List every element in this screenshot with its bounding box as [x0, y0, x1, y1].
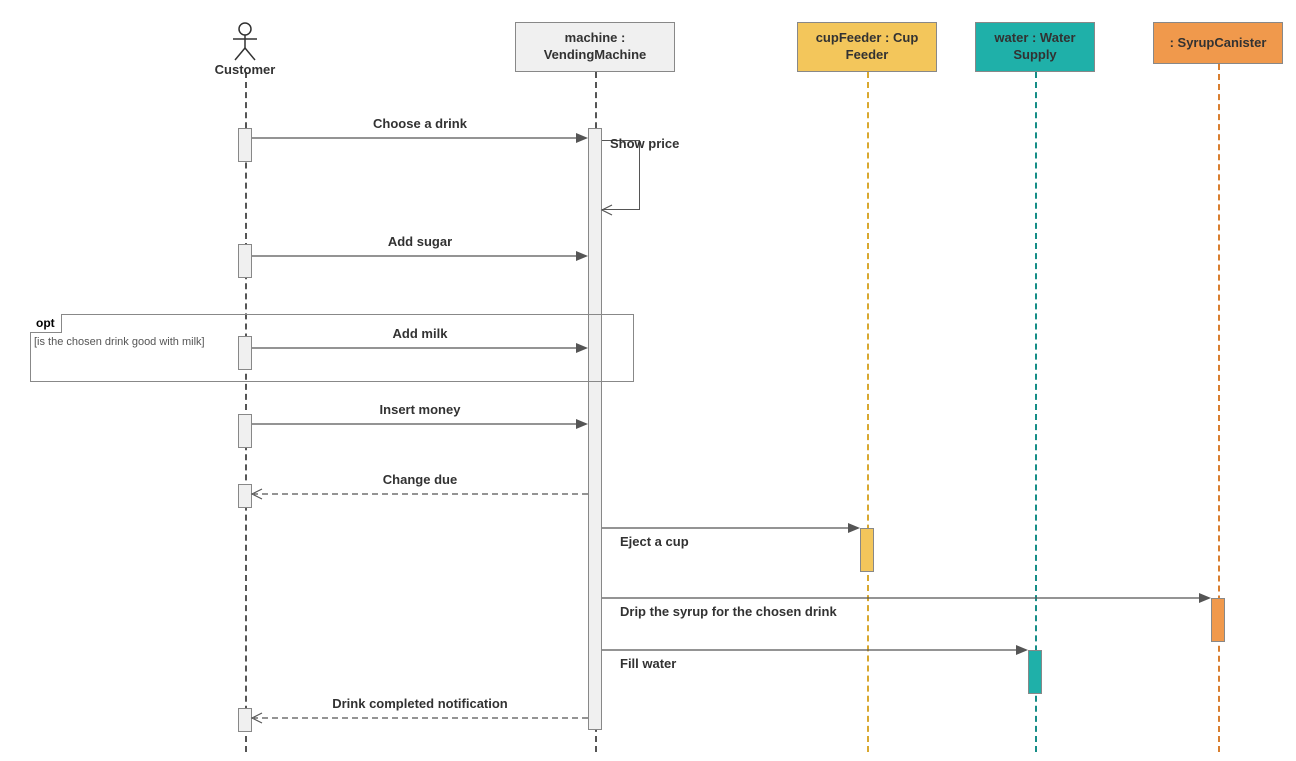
- participant-box-syrup: : SyrupCanister: [1153, 22, 1283, 64]
- actor-icon: [227, 22, 263, 62]
- message-label: Add sugar: [252, 234, 588, 249]
- fragment-label: opt: [30, 314, 62, 333]
- participant-box-water: water : Water Supply: [975, 22, 1095, 72]
- participant-label-customer: Customer: [195, 62, 295, 77]
- message-arrow: [244, 416, 596, 432]
- message-arrow: [244, 486, 596, 502]
- message-arrow: [244, 130, 596, 146]
- fragment-guard: [is the chosen drink good with milk]: [34, 336, 205, 348]
- message-label: Choose a drink: [252, 116, 588, 131]
- sequence-diagram: Customer machine : VendingMachine cupFeede…: [0, 0, 1296, 761]
- lifeline-customer: [245, 72, 247, 752]
- participant-box-cupFeeder: cupFeeder : Cup Feeder: [797, 22, 937, 72]
- message-label: Eject a cup: [620, 534, 689, 549]
- lifeline-syrup: [1218, 64, 1220, 752]
- message-label: Fill water: [620, 656, 676, 671]
- message-arrow: [244, 710, 596, 726]
- message-label: Show price: [610, 136, 679, 151]
- participant-box-machine: machine : VendingMachine: [515, 22, 675, 72]
- message-arrow: [244, 248, 596, 264]
- message-label: Change due: [252, 472, 588, 487]
- message-arrow: [244, 340, 596, 356]
- message-label: Insert money: [252, 402, 588, 417]
- message-label: Drink completed notification: [252, 696, 588, 711]
- message-label: Drip the syrup for the chosen drink: [620, 604, 837, 619]
- message-label: Add milk: [252, 326, 588, 341]
